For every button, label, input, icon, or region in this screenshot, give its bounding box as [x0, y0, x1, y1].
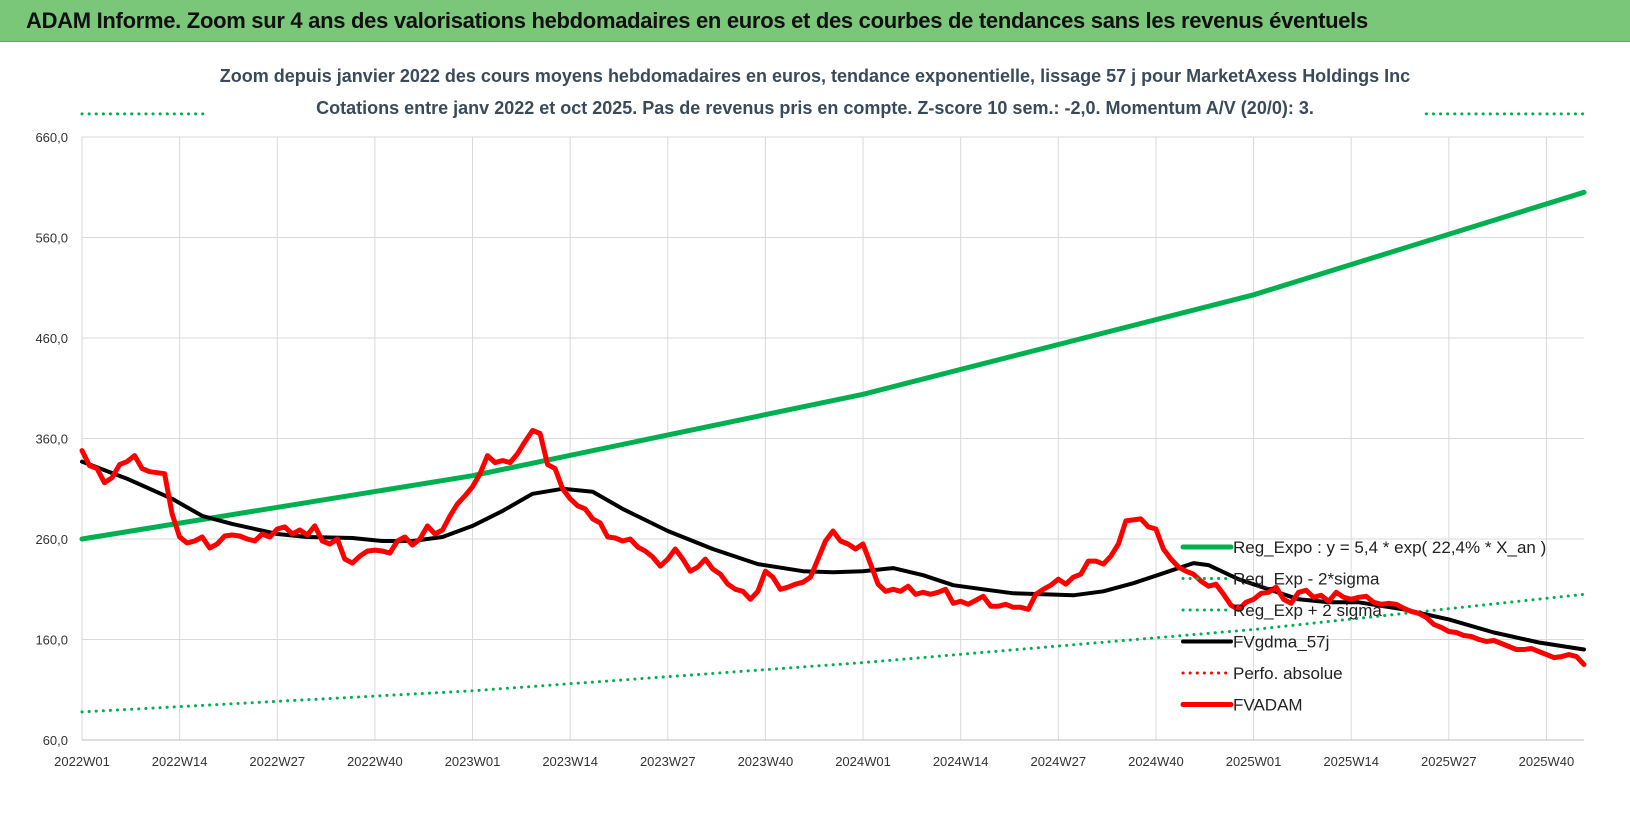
grid	[81, 136, 1584, 741]
series-layer	[79, 112, 1587, 714]
series-line	[80, 592, 1586, 714]
chart-background	[0, 42, 1630, 815]
x-tick-label: 2023W14	[542, 754, 598, 769]
x-tick-label: 2025W27	[1421, 754, 1477, 769]
x-tick-label: 2022W14	[152, 754, 208, 769]
title-bar: ADAM Informe. Zoom sur 4 ans des valoris…	[0, 0, 1630, 42]
y-tick-label: 460,0	[35, 331, 68, 346]
y-tick-label: 660,0	[35, 130, 68, 145]
x-tick-label: 2023W40	[738, 754, 794, 769]
x-tick-label: 2025W40	[1519, 754, 1575, 769]
x-tick-label: 2025W01	[1226, 754, 1282, 769]
page-title: ADAM Informe. Zoom sur 4 ans des valoris…	[26, 8, 1368, 33]
x-tick-label: 2024W14	[933, 754, 989, 769]
series-line	[80, 459, 1586, 652]
x-tick-label: 2025W14	[1323, 754, 1379, 769]
series-line	[79, 428, 1587, 668]
legend-label: Reg_Expo : y = 5,4 * exp( 22,4% * X_an )	[1233, 538, 1546, 557]
y-axis-ticks: 660,0 560,0 460,0 360,0 260,0 160,0 60,0	[35, 130, 68, 748]
series-line	[79, 189, 1587, 542]
legend-label: Reg_Exp + 2 sigma	[1233, 601, 1382, 620]
y-tick-label: 60,0	[43, 733, 68, 748]
legend-label: Perfo. absolue	[1233, 664, 1343, 683]
x-tick-label: 2023W01	[445, 754, 501, 769]
x-tick-label: 2022W27	[249, 754, 305, 769]
x-tick-label: 2022W01	[54, 754, 110, 769]
chart-subtitle: Cotations entre janv 2022 et oct 2025. P…	[316, 98, 1314, 118]
legend-label: FVgdma_57j	[1233, 633, 1329, 652]
y-tick-label: 560,0	[35, 231, 68, 246]
legend: Reg_Expo : y = 5,4 * exp( 22,4% * X_an )…	[1180, 538, 1546, 715]
legend-label: Reg_Exp - 2*sigma	[1233, 570, 1380, 589]
x-tick-label: 2024W27	[1030, 754, 1086, 769]
legend-label: FVADAM	[1233, 696, 1303, 715]
chart-title: Zoom depuis janvier 2022 des cours moyen…	[219, 66, 1411, 86]
x-tick-label: 2023W27	[640, 754, 696, 769]
x-tick-label: 2022W40	[347, 754, 403, 769]
x-axis-ticks: 2022W01 2022W14 2022W27 2022W40 2023W01 2023W…	[54, 754, 1574, 769]
x-tick-label: 2024W40	[1128, 754, 1184, 769]
x-tick-label: 2024W01	[835, 754, 891, 769]
y-tick-label: 260,0	[35, 532, 68, 547]
y-tick-label: 360,0	[35, 432, 68, 447]
chart: 660,0 560,0 460,0 360,0 260,0 160,0 60,0 2022W…	[0, 42, 1630, 815]
y-tick-label: 160,0	[35, 633, 68, 648]
